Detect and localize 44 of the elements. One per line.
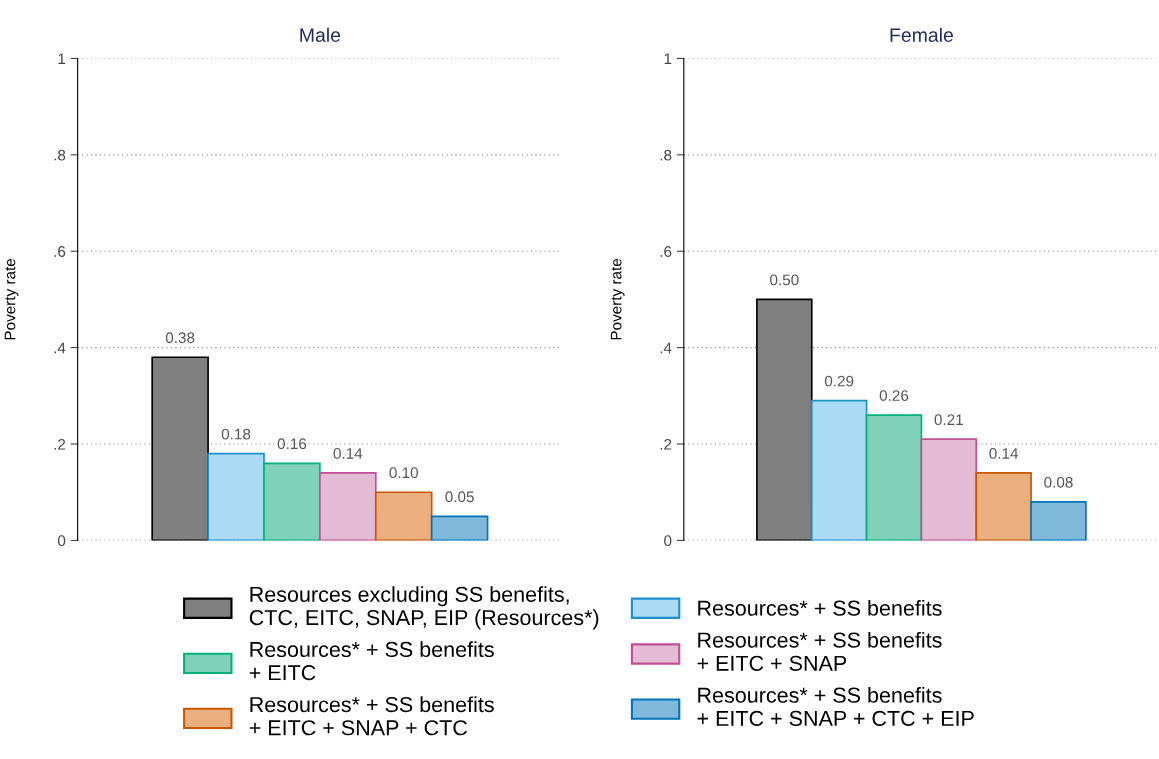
bar xyxy=(1030,501,1087,541)
bar xyxy=(810,399,868,541)
data-label: 0.08 xyxy=(1044,476,1073,488)
legend-label: Resources* + SS benefits + EITC + SNAP + CTC + EIP xyxy=(697,687,974,727)
legend-label: Resources* + SS benefits + EITC xyxy=(249,641,494,681)
data-label: 0.50 xyxy=(770,274,799,286)
data-label: 0.14 xyxy=(333,447,363,459)
y-tick-label: 1 xyxy=(58,53,66,64)
y-tick-label: .4 xyxy=(54,342,66,354)
legend-label: Resources* + SS benefits + EITC + SNAP + CTC xyxy=(249,696,494,736)
bar xyxy=(263,462,321,541)
bar xyxy=(374,491,433,541)
data-label: 0.29 xyxy=(824,375,854,387)
y-tick-label: .8 xyxy=(660,149,672,161)
data-label: 0.18 xyxy=(221,428,251,440)
bar xyxy=(975,472,1032,541)
y-tick-label: .6 xyxy=(660,246,672,257)
data-label: 0.38 xyxy=(165,332,195,344)
y-tick-label: .2 xyxy=(660,438,672,450)
y-tick-label: .2 xyxy=(54,438,66,450)
bar xyxy=(865,414,923,541)
data-label: 0.05 xyxy=(445,491,474,503)
bar xyxy=(207,452,265,541)
bar xyxy=(430,515,489,541)
y-tick-label: .8 xyxy=(54,149,66,161)
data-label: 0.14 xyxy=(989,447,1019,459)
data-label: 0.10 xyxy=(389,467,418,479)
y-tick-label: 0 xyxy=(664,535,672,547)
chart-title: Male xyxy=(300,27,341,42)
y-tick-label: 0 xyxy=(57,535,66,547)
y-axis-title: Poverty rate xyxy=(610,258,625,340)
bar xyxy=(319,472,377,541)
legend-label: Resources* + SS benefits + EITC + SNAP xyxy=(697,631,942,671)
y-tick-label: 1 xyxy=(664,53,672,64)
legend-label: Resources* + SS benefits xyxy=(698,600,942,616)
data-label: 0.26 xyxy=(879,390,909,401)
chart-title: Female xyxy=(890,27,953,42)
y-tick-label: .4 xyxy=(660,342,672,354)
data-label: 0.16 xyxy=(277,438,307,450)
data-label: 0.21 xyxy=(934,414,963,426)
legend-label: Resources excluding SS benefits, CTC, EITC, SNAP, EIP (Resources*) xyxy=(249,586,599,630)
y-tick-label: .6 xyxy=(54,246,66,257)
y-axis-title: Poverty rate xyxy=(4,258,19,340)
bar xyxy=(920,438,978,541)
